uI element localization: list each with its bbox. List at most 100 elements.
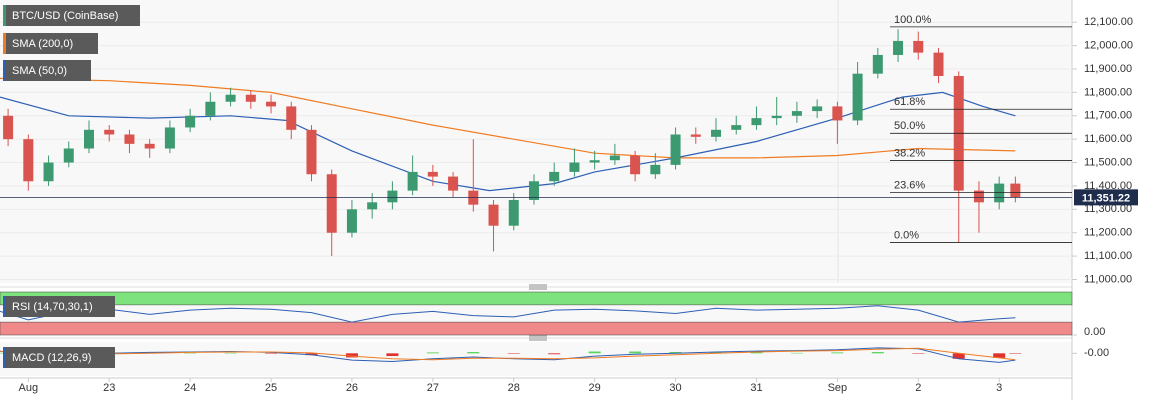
candle-body: [205, 101, 216, 116]
candle-body: [427, 171, 438, 177]
candle-body: [185, 115, 196, 128]
candle-body: [164, 127, 175, 149]
candle-body: [690, 134, 701, 137]
fib-label: 50.0%: [894, 120, 925, 132]
candle-body: [569, 162, 580, 172]
candle-body: [43, 162, 54, 182]
x-tick-label: 27: [427, 382, 439, 394]
candle-body: [791, 111, 802, 116]
resize-handle[interactable]: [529, 335, 547, 341]
candle-body: [731, 125, 742, 130]
histogram-bar: [345, 353, 358, 358]
candle-body: [508, 199, 519, 226]
candle-body: [124, 134, 135, 144]
candle-body: [872, 54, 883, 74]
candle-body: [913, 40, 924, 53]
candle-body: [407, 171, 418, 191]
legend-swatch: [3, 347, 6, 368]
rsi-line: [0, 305, 1016, 323]
candle-body: [933, 52, 944, 77]
histogram-bar: [184, 352, 197, 354]
candle-body: [488, 204, 499, 226]
y-tick-label: 11,900.00: [1084, 63, 1132, 75]
signal-line: [0, 347, 1016, 361]
histogram-bar: [426, 352, 439, 354]
histogram-bar: [224, 352, 237, 354]
candle-body: [549, 171, 560, 182]
candle-body: [812, 106, 823, 112]
fib-label: 100.0%: [894, 14, 932, 26]
candle-body: [104, 129, 115, 135]
legend-label: SMA (50,0): [12, 65, 67, 77]
y-tick-label: 11,100.00: [1084, 250, 1132, 262]
x-tick-label: 29: [589, 382, 601, 394]
y-tick-label: 11,800.00: [1084, 86, 1132, 98]
legend-swatch: [3, 296, 6, 317]
last-price-label: 11,351.22: [1082, 192, 1130, 204]
y-tick-label: 11,600.00: [1084, 133, 1132, 145]
y-tick-label: 11,500.00: [1084, 156, 1132, 168]
histogram-bar: [871, 351, 884, 354]
histogram-bar: [386, 353, 399, 357]
candle-body: [771, 115, 782, 119]
candle-body: [286, 106, 297, 130]
histogram-bar: [831, 352, 844, 354]
legend-label: BTC/USD (CoinBase): [12, 10, 118, 22]
candle-body: [711, 129, 722, 137]
histogram-bar: [669, 351, 682, 354]
y-tick-label: 12,100.00: [1084, 16, 1133, 28]
last-price-box: [1074, 189, 1138, 206]
candle-body: [528, 181, 539, 200]
candle-body: [23, 139, 34, 182]
y-tick-label: 11,000.00: [1084, 273, 1132, 285]
candle-body: [326, 174, 337, 233]
histogram-bar: [629, 351, 642, 354]
candle-body: [3, 115, 14, 140]
candle-body: [448, 176, 459, 191]
legend-box: [3, 296, 115, 317]
histogram-bar: [265, 353, 278, 354]
candle-body: [306, 129, 317, 175]
y-tick-label: 11,400.00: [1084, 180, 1132, 192]
candle-body: [994, 183, 1005, 203]
candle-body: [225, 94, 236, 102]
candle-body: [832, 106, 843, 121]
x-tick-label: 23: [103, 382, 115, 394]
candle-body: [893, 40, 904, 55]
candle-body: [367, 202, 378, 210]
candle-body: [266, 101, 277, 107]
candle-body: [83, 129, 94, 149]
fib-label: 0.0%: [894, 229, 919, 241]
histogram-bar: [1009, 353, 1022, 354]
candle-body: [346, 209, 357, 233]
x-tick-label: Aug: [19, 382, 39, 394]
x-tick-label: 2: [915, 382, 921, 394]
histogram-bar: [993, 353, 1006, 358]
fib-label: 61.8%: [894, 96, 925, 108]
y-tick-label: 12,000.00: [1084, 40, 1133, 52]
legend-box: [3, 347, 115, 368]
candle-body: [63, 148, 74, 163]
legend-label: SMA (200,0): [12, 38, 73, 50]
fib-label: 23.6%: [894, 179, 925, 191]
legend-label: MACD (12,26,9): [12, 352, 91, 364]
legend-label: RSI (14,70,30,1): [12, 301, 93, 313]
resize-handle[interactable]: [529, 284, 547, 290]
histogram-bar: [467, 351, 480, 354]
x-tick-label: 30: [669, 382, 681, 394]
candle-body: [144, 143, 155, 149]
y-tick-label: 11,200.00: [1084, 227, 1132, 239]
y-tick-label: 0.00: [1084, 326, 1105, 338]
candle-body: [751, 118, 762, 126]
histogram-bar: [750, 352, 763, 354]
histogram-bar: [790, 352, 803, 354]
legend-box: [3, 60, 91, 81]
overbought-band: [0, 291, 1073, 306]
histogram-bar: [588, 351, 601, 354]
candle-body: [630, 155, 641, 175]
candle-body: [609, 155, 620, 161]
fib-label: 38.2%: [894, 147, 925, 159]
candle-body: [245, 94, 256, 102]
candle-body: [387, 190, 398, 203]
